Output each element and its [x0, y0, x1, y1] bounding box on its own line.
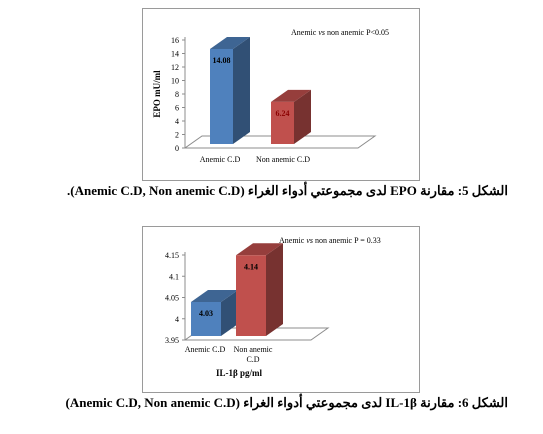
bar-side-2: [294, 89, 311, 144]
data-label-2: 4.14: [244, 262, 258, 271]
bar-2: [236, 255, 266, 336]
y-tick-label: 0: [175, 144, 179, 153]
bar-1: [210, 48, 233, 144]
y-tick-label: 14: [171, 50, 179, 59]
data-label-2: 6.24: [276, 109, 290, 118]
il1b-chart: 3.95 4 4.05 4.1 4.15 4.03 4.14 Anemic C.D Non an…: [142, 226, 420, 393]
bar-side-2: [266, 243, 283, 336]
y-tick-label: 4.1: [169, 272, 179, 281]
y-tick-label: 6: [175, 104, 179, 113]
epo-chart-svg: 0 2 4 6 8 10 12 14 16 14.08 6.24 Anemic C.D Non anem…: [152, 28, 389, 164]
p-value-annotation: Anemic vs non anemic P<0.05: [291, 28, 389, 37]
y-tick-label: 10: [171, 77, 179, 86]
category-label-1: Anemic C.D: [200, 155, 241, 164]
y-tick-label: 4.15: [165, 251, 179, 260]
y-tick-label: 4: [175, 117, 179, 126]
figure-6-caption: الشكل 6: مقارنة IL-1β لدى مجموعتي أدواء …: [65, 395, 508, 410]
bar-top-1: [210, 36, 250, 49]
y-tick-label: 2: [175, 131, 179, 140]
data-label-1: 4.03: [199, 309, 213, 318]
y-tick-label: 12: [171, 63, 179, 72]
epo-chart: 0 2 4 6 8 10 12 14 16 14.08 6.24 Anemic C.D Non anem…: [142, 8, 420, 181]
y-tick-label: 3.95: [165, 336, 179, 345]
bar-top-2: [236, 243, 283, 256]
y-tick-label: 4: [175, 315, 179, 324]
y-tick-label: 16: [171, 36, 179, 45]
data-label-1: 14.08: [213, 56, 231, 65]
category-label-1: Anemic C.D: [185, 345, 226, 354]
bar-1: [191, 302, 221, 336]
x-axis-title: IL-1β pg/ml: [216, 368, 262, 378]
category-label-2: Non anemic C.D: [234, 345, 273, 364]
figure-5-caption: الشكل 5: مقارنة EPO لدى مجموعتي أدواء ال…: [66, 183, 508, 198]
bar-top-1: [191, 290, 238, 302]
y-tick-label: 4.05: [165, 294, 179, 303]
bar-top-2: [271, 89, 311, 102]
y-tick-label: 8: [175, 90, 179, 99]
y-axis-title: EPO mU/ml: [152, 70, 162, 118]
bar-2: [271, 101, 294, 144]
bar-side-1: [233, 36, 250, 144]
bar-side-1: [221, 290, 238, 336]
il1b-chart-svg: 3.95 4 4.05 4.1 4.15 4.03 4.14 Anemic C.D Non an…: [165, 236, 381, 378]
p-value-annotation: Anemic vs non anemic P = 0.33: [279, 236, 381, 245]
category-label-2: Non anemic C.D: [256, 155, 310, 164]
